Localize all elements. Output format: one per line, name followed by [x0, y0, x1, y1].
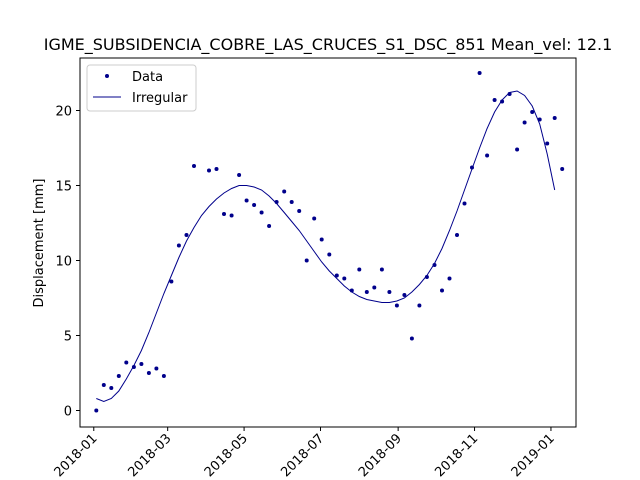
data-point: [402, 293, 407, 297]
legend-data-marker: [105, 74, 109, 78]
data-point: [214, 167, 219, 171]
data-point: [237, 173, 242, 177]
data-point: [304, 258, 309, 263]
y-tick-label: 15: [55, 180, 72, 195]
data-point: [500, 99, 505, 104]
data-point: [124, 360, 129, 365]
data-point: [274, 200, 279, 204]
data-point: [161, 374, 166, 378]
legend-label-data: Data: [132, 70, 163, 85]
data-point: [154, 366, 159, 371]
data-point: [116, 374, 121, 378]
y-tick-label: 10: [55, 255, 72, 270]
data-point: [492, 98, 497, 102]
data-point: [282, 189, 287, 194]
data-point: [94, 408, 99, 413]
data-point: [327, 252, 332, 257]
data-point: [267, 224, 272, 228]
data-point: [515, 147, 520, 152]
data-point: [229, 213, 234, 218]
data-point: [252, 203, 257, 207]
y-tick-label: 5: [64, 330, 72, 345]
legend: Data Irregular: [86, 64, 197, 112]
data-point: [349, 288, 354, 293]
data-point: [297, 209, 302, 213]
data-point: [101, 383, 106, 387]
data-point: [364, 290, 369, 294]
y-tick-label: 0: [64, 405, 72, 420]
data-point: [109, 386, 114, 390]
data-point: [522, 120, 527, 125]
data-point: [462, 201, 467, 206]
y-axis-label: Displacement [mm]: [32, 179, 47, 308]
data-point: [357, 267, 362, 272]
data-point: [131, 365, 136, 369]
data-point: [432, 263, 437, 267]
legend-label-irregular: Irregular: [132, 91, 188, 106]
axes-frame: [79, 57, 577, 428]
data-point: [552, 116, 557, 120]
data-point: [537, 117, 542, 122]
data-point: [485, 153, 490, 158]
data-point: [394, 303, 399, 308]
series-line-irregular: [96, 90, 556, 403]
data-point: [477, 71, 482, 75]
data-point: [387, 290, 392, 294]
data-point: [139, 362, 144, 366]
data-point: [560, 167, 565, 171]
data-point: [312, 216, 317, 221]
data-point: [470, 165, 474, 170]
data-point: [319, 237, 324, 242]
data-point: [146, 371, 151, 375]
data-point: [440, 288, 444, 293]
data-point: [372, 285, 377, 290]
data-point: [184, 233, 189, 237]
data-point: [417, 303, 422, 308]
data-point: [244, 198, 249, 203]
data-point: [169, 279, 174, 284]
data-point: [530, 110, 535, 114]
data-point: [222, 212, 226, 216]
data-point: [545, 141, 550, 146]
y-tick-label: 20: [55, 105, 72, 120]
data-point: [342, 276, 347, 281]
data-point: [447, 276, 452, 281]
data-point: [455, 233, 459, 237]
data-point: [334, 273, 339, 278]
data-point: [409, 336, 414, 341]
data-point: [176, 243, 181, 248]
data-point: [289, 200, 294, 204]
data-point: [379, 267, 384, 272]
data-point: [507, 92, 512, 96]
data-point: [259, 210, 264, 215]
legend-box: [86, 64, 197, 112]
data-point: [207, 168, 211, 173]
data-point: [192, 164, 196, 168]
chart-title: IGME_SUBSIDENCIA_COBRE_LAS_CRUCES_S1_DSC…: [44, 35, 613, 55]
data-point: [424, 275, 429, 279]
